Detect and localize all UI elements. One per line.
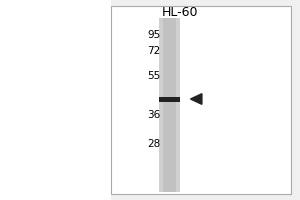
Text: 55: 55 (147, 71, 161, 81)
Polygon shape (190, 94, 202, 104)
Text: 72: 72 (147, 46, 161, 56)
Text: 36: 36 (147, 110, 161, 120)
Text: 95: 95 (147, 30, 161, 40)
Text: HL-60: HL-60 (162, 5, 198, 19)
Bar (111, 6, 291, 194)
Text: 28: 28 (147, 139, 161, 149)
Bar (0, 0, 111, 200)
Bar (163, 18, 176, 192)
Bar (159, 97, 180, 102)
Bar (159, 18, 180, 192)
